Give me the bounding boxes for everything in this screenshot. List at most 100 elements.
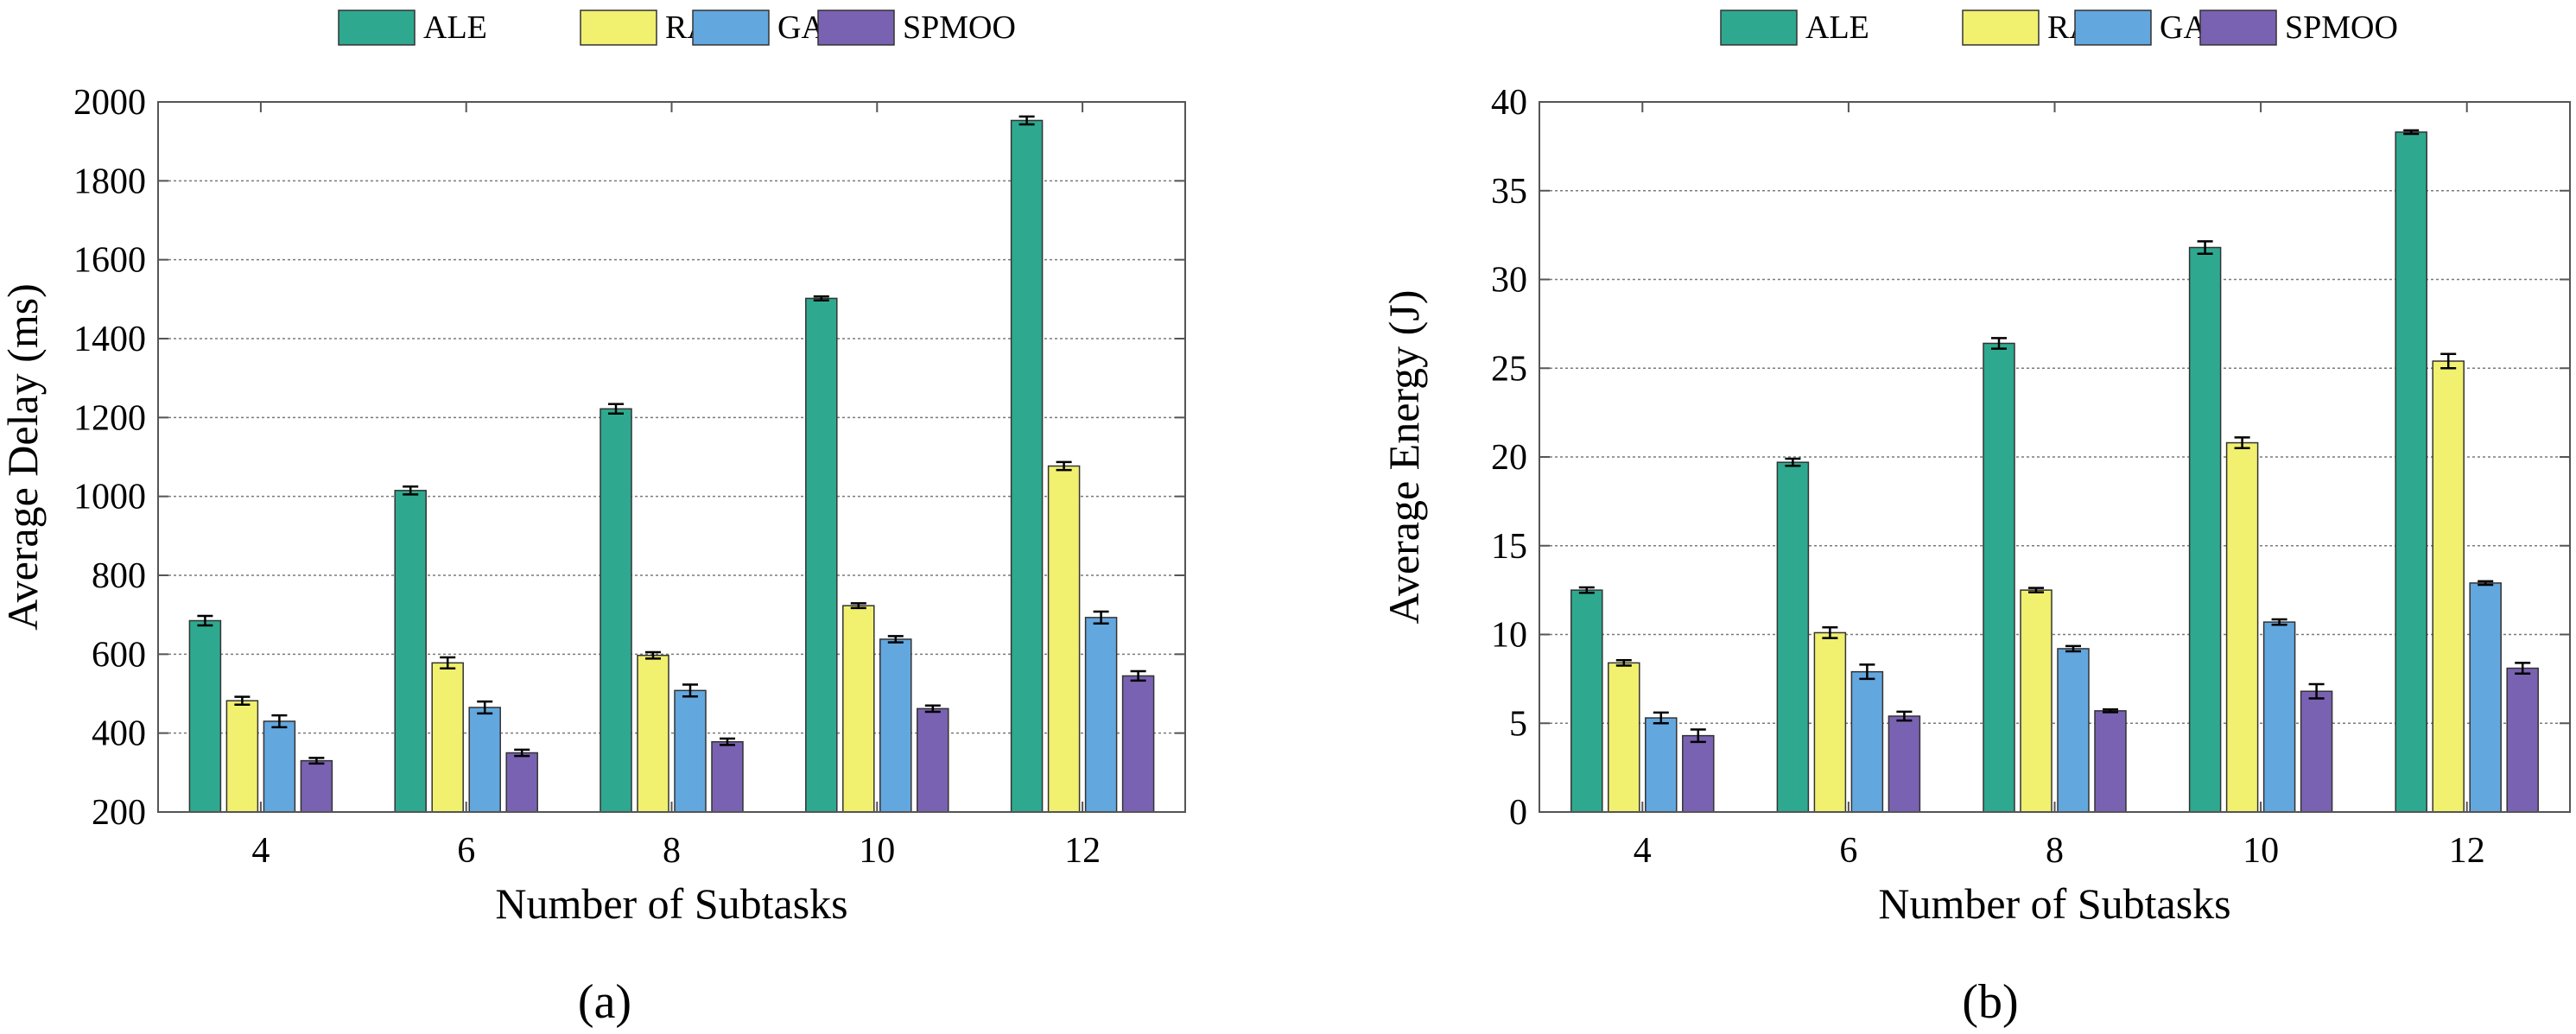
legend-label-ga: GA: [2160, 10, 2207, 46]
error-bar: [608, 403, 624, 416]
bar-ale: [1010, 119, 1044, 813]
error-bar: [2403, 129, 2420, 136]
error-bar: [440, 656, 456, 670]
legend: ALE RA GA SPMOO: [1720, 10, 2398, 46]
legend-label-ga: GA: [777, 10, 825, 46]
bar-ga: [2262, 621, 2296, 813]
error-bar: [2028, 587, 2044, 593]
y-tick-label: 1600: [73, 241, 146, 281]
x-tick-label: 8: [663, 831, 681, 871]
bar-ga: [879, 638, 912, 813]
error-bar: [2478, 580, 2494, 587]
error-bar: [720, 737, 735, 746]
bar-ra: [431, 662, 464, 813]
bar-ga: [2469, 582, 2502, 813]
legend-swatch-ga: [2074, 10, 2152, 46]
error-bar: [477, 700, 493, 715]
error-bar: [1991, 337, 2007, 350]
x-axis-label: Number of Subtasks: [495, 879, 847, 928]
y-tick-label: 800: [92, 556, 146, 596]
bar-ra: [225, 700, 259, 813]
bar-spmoo: [2506, 667, 2539, 813]
y-tick-label: 600: [92, 635, 146, 675]
y-tick-label: 30: [1491, 261, 1527, 301]
x-tick-label: 10: [2243, 831, 2279, 871]
y-tick-label: 0: [1509, 793, 1527, 833]
y-tick-label: 20: [1491, 438, 1527, 478]
bar-ga: [1645, 717, 1678, 813]
error-bar: [1690, 728, 1706, 744]
y-tick-label: 1000: [73, 478, 146, 517]
x-tick-label: 6: [1839, 831, 1857, 871]
bar-ale: [188, 619, 222, 813]
y-tick-label: 1800: [73, 162, 146, 201]
x-tick-label: 12: [2449, 831, 2485, 871]
y-axis-label: Average Delay (ms): [0, 283, 47, 631]
bar-spmoo: [505, 752, 538, 813]
bar-ale: [1983, 342, 2015, 813]
legend-swatch-ra: [1962, 10, 2040, 46]
y-tick-label: 5: [1509, 704, 1527, 744]
bar-ra: [1813, 631, 1847, 813]
legend-label-spmoo: SPMOO: [903, 10, 1016, 46]
bar-ga: [468, 707, 501, 813]
legend-label-ale: ALE: [1805, 10, 1869, 46]
x-tick-label: 12: [1064, 831, 1101, 871]
error-bar: [2271, 618, 2287, 626]
error-bar: [1093, 610, 1109, 625]
bar-ra: [2225, 441, 2259, 813]
error-bar: [645, 650, 661, 660]
error-bar: [271, 714, 288, 729]
bar-spmoo: [2300, 690, 2333, 813]
y-tick-label: 35: [1491, 172, 1527, 212]
error-bar: [308, 757, 325, 765]
legend-label-spmoo: SPMOO: [2285, 10, 2398, 46]
y-tick-label: 15: [1491, 527, 1527, 567]
error-bar: [1822, 626, 1838, 639]
error-bar: [197, 614, 213, 627]
bar-spmoo: [711, 740, 744, 813]
error-bar: [682, 683, 698, 698]
error-bar: [2065, 644, 2081, 653]
bar-ga: [1084, 617, 1118, 813]
y-tick-label: 10: [1491, 616, 1527, 656]
bar-ga: [2057, 648, 2090, 813]
error-bar: [514, 748, 530, 758]
bar-ra: [2432, 360, 2465, 813]
error-bar: [850, 602, 866, 610]
error-bar: [2308, 682, 2325, 700]
error-bar: [2515, 662, 2531, 675]
y-tick-label: 40: [1491, 83, 1527, 123]
bar-spmoo: [1888, 715, 1921, 813]
panel-label: (b): [1962, 975, 2018, 1029]
legend-swatch-ale: [1720, 10, 1798, 46]
bar-ale: [805, 297, 838, 813]
bar-spmoo: [300, 759, 333, 813]
bar-ale: [2188, 246, 2222, 813]
bar-ra: [842, 605, 875, 813]
error-bar: [1130, 669, 1146, 682]
error-bar: [2197, 240, 2213, 255]
x-tick-label: 8: [2046, 831, 2064, 871]
x-axis-label: Number of Subtasks: [1878, 879, 2230, 928]
y-tick-label: 1400: [73, 320, 146, 359]
y-tick-label: 200: [92, 793, 146, 833]
chart-panel-a: 200 400 600 800 1000 1200 1400 1600 1800 2000 4 6 8 1…: [0, 10, 1186, 1029]
x-tick-label: 6: [457, 831, 475, 871]
error-bar: [1653, 711, 1669, 725]
chart-panel-b: 0 5 10 15 20 25 30 35 40 4 6 8 10 12 Number of Subtask…: [1380, 10, 2571, 1029]
panel-label: (a): [578, 975, 631, 1029]
bar-spmoo: [2094, 710, 2127, 813]
x-tick-label: 4: [1634, 831, 1652, 871]
bar-ale: [394, 490, 427, 813]
legend-swatch-ga: [692, 10, 770, 46]
error-bar: [1578, 586, 1595, 594]
error-bar: [1896, 710, 1913, 722]
bar-ale: [1570, 589, 1603, 813]
legend: ALE RA GA SPMOO: [338, 10, 1016, 46]
error-bar: [234, 695, 251, 707]
bar-ra: [1047, 465, 1081, 813]
bar-ga: [1850, 670, 1884, 813]
bar-ra: [2020, 589, 2053, 813]
error-bar: [1615, 659, 1632, 667]
